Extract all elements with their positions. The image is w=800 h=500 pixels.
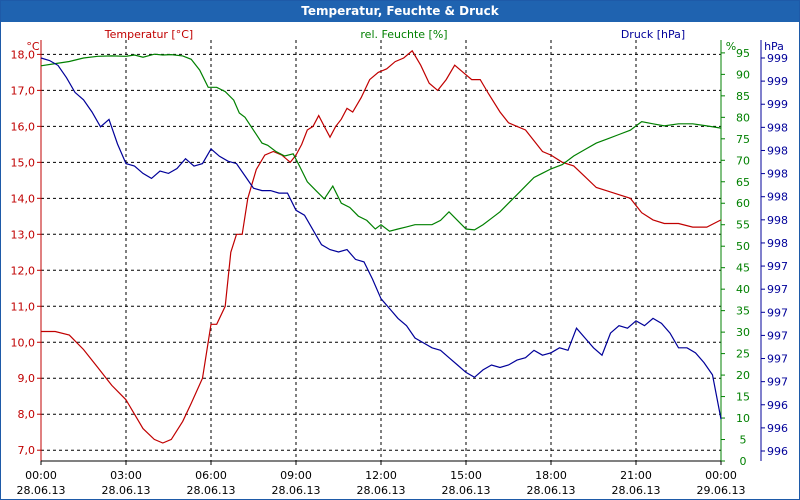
pressure-tick-label: 998 xyxy=(767,168,788,181)
humidity-tick-label: 55 xyxy=(736,219,750,232)
temperature-tick-label: 8,0 xyxy=(18,408,36,421)
pressure-tick-label: 997 xyxy=(767,283,788,296)
humidity-unit: % xyxy=(726,40,736,53)
time-tick-label: 12:00 xyxy=(365,469,397,482)
pressure-tick-label: 997 xyxy=(767,376,788,389)
temperature-tick-label: 11,0 xyxy=(11,300,36,313)
humidity-tick-label: 50 xyxy=(736,240,750,253)
pressure-tick-label: 997 xyxy=(767,329,788,342)
pressure-tick-label: 998 xyxy=(767,121,788,134)
time-tick-label: 18:00 xyxy=(535,469,567,482)
humidity-tick-label: 0 xyxy=(740,455,747,468)
temperature-axis-label: Temperatur [°C] xyxy=(104,28,193,41)
chart-area: Temperatur [°C] rel. Feuchte [%] Druck [… xyxy=(11,28,789,497)
grid-lines xyxy=(41,40,721,461)
pressure-tick-label: 998 xyxy=(767,191,788,204)
pressure-tick-label: 998 xyxy=(767,144,788,157)
humidity-tick-label: 60 xyxy=(736,197,750,210)
humidity-tick-label: 45 xyxy=(736,262,750,275)
humidity-tick-label: 95 xyxy=(736,47,750,60)
date-tick-label: 28.06.13 xyxy=(612,484,661,497)
temperature-tick-label: 18,0 xyxy=(11,48,36,61)
date-tick-label: 28.06.13 xyxy=(357,484,406,497)
date-tick-label: 28.06.13 xyxy=(527,484,576,497)
temperature-ticks: 7,0 8,0 9,0 10,0 11,0 12,0 13,0 14,0 15,0 16,0 17,… xyxy=(11,48,41,457)
time-tick-label: 03:00 xyxy=(110,469,142,482)
pressure-unit: hPa xyxy=(764,40,784,53)
pressure-tick-label: 997 xyxy=(767,260,788,273)
humidity-tick-label: 5 xyxy=(740,434,747,447)
series-line-pressure xyxy=(40,57,722,420)
time-tick-label: 09:00 xyxy=(280,469,312,482)
date-tick-label: 28.06.13 xyxy=(272,484,321,497)
temperature-tick-label: 7,0 xyxy=(18,444,36,457)
temperature-tick-label: 15,0 xyxy=(11,156,36,169)
humidity-tick-label: 35 xyxy=(736,305,750,318)
humidity-axis-label: rel. Feuchte [%] xyxy=(360,28,447,41)
humidity-tick-label: 30 xyxy=(736,326,750,339)
series-line-humidity xyxy=(40,53,722,232)
time-tick-label: 06:00 xyxy=(195,469,227,482)
time-ticks: 00:00 28.06.13 03:00 28.06.13 06:00 28.06.13 0… xyxy=(17,461,746,497)
series-lines xyxy=(40,49,722,444)
time-tick-label: 21:00 xyxy=(620,469,652,482)
time-tick-label: 00:00 xyxy=(705,469,737,482)
temperature-tick-label: 13,0 xyxy=(11,228,36,241)
humidity-tick-label: 70 xyxy=(736,154,750,167)
time-tick-label: 15:00 xyxy=(450,469,482,482)
pressure-tick-label: 997 xyxy=(767,353,788,366)
pressure-tick-label: 998 xyxy=(767,237,788,250)
pressure-tick-label: 999 xyxy=(767,98,788,111)
humidity-ticks: 0 5 10 15 20 25 30 35 40 45 50 55 60 65 70 75 80 85 90 95 xyxy=(721,47,750,468)
pressure-tick-label: 997 xyxy=(767,306,788,319)
pressure-tick-label: 999 xyxy=(767,75,788,88)
date-tick-label: 28.06.13 xyxy=(442,484,491,497)
pressure-tick-label: 998 xyxy=(767,214,788,227)
pressure-tick-label: 996 xyxy=(767,422,788,435)
temperature-tick-label: 12,0 xyxy=(11,264,36,277)
series-line-temperature xyxy=(41,49,722,444)
pressure-tick-label: 999 xyxy=(767,52,788,65)
humidity-tick-label: 10 xyxy=(736,412,750,425)
temperature-tick-label: 16,0 xyxy=(11,120,36,133)
humidity-tick-label: 65 xyxy=(736,176,750,189)
date-tick-label: 28.06.13 xyxy=(187,484,236,497)
humidity-tick-label: 40 xyxy=(736,283,750,296)
temperature-unit: °C xyxy=(26,40,40,53)
humidity-tick-label: 75 xyxy=(736,133,750,146)
pressure-tick-label: 996 xyxy=(767,445,788,458)
pressure-tick-label: 996 xyxy=(767,399,788,412)
window-title: Temperatur, Feuchte & Druck xyxy=(1,1,799,22)
temperature-tick-label: 17,0 xyxy=(11,84,36,97)
date-tick-label: 29.06.13 xyxy=(697,484,746,497)
humidity-tick-label: 85 xyxy=(736,90,750,103)
humidity-tick-label: 25 xyxy=(736,348,750,361)
date-tick-label: 28.06.13 xyxy=(102,484,151,497)
humidity-tick-label: 90 xyxy=(736,68,750,81)
axes xyxy=(40,40,762,462)
pressure-axis-label: Druck [hPa] xyxy=(621,28,685,41)
humidity-tick-label: 15 xyxy=(736,391,750,404)
date-tick-label: 28.06.13 xyxy=(17,484,66,497)
pressure-ticks: 996 996 996 997 997 997 997 997 997 998 998 998 998 9… xyxy=(761,52,788,458)
temperature-tick-label: 10,0 xyxy=(11,336,36,349)
humidity-tick-label: 20 xyxy=(736,369,750,382)
temperature-tick-label: 14,0 xyxy=(11,192,36,205)
humidity-tick-label: 80 xyxy=(736,111,750,124)
time-tick-label: 00:00 xyxy=(25,469,57,482)
temperature-tick-label: 9,0 xyxy=(18,372,36,385)
